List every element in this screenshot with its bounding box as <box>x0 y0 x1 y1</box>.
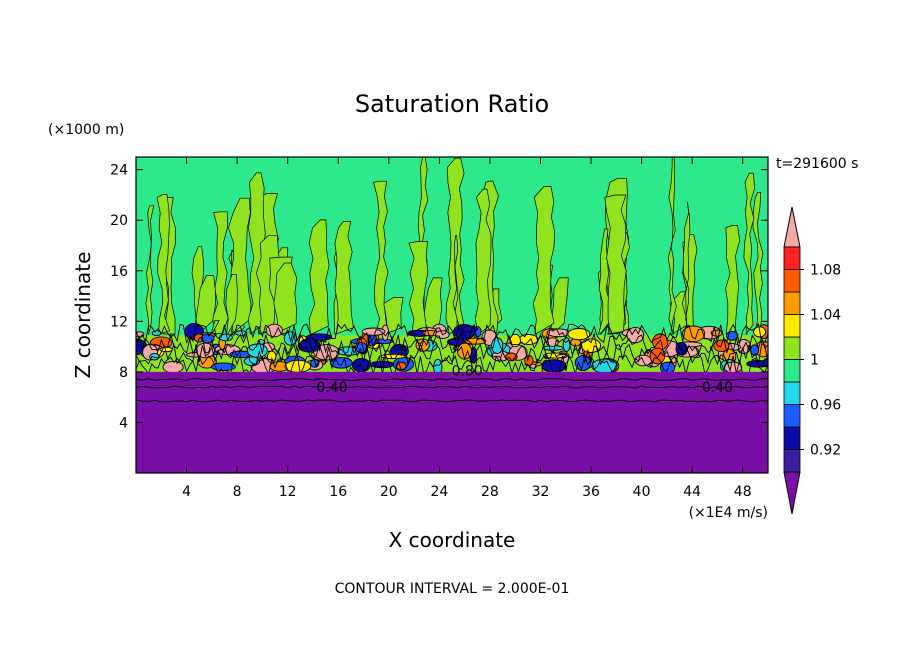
colorbar-under-arrow <box>783 471 801 515</box>
contour-label: 0.80 <box>452 364 483 380</box>
cloud-blob <box>243 356 261 367</box>
colorbar-segment <box>783 246 801 270</box>
time-label: t=291600 s <box>776 156 858 172</box>
upper-plume <box>752 192 764 335</box>
plot-frame <box>135 156 769 474</box>
upper-plume <box>743 172 756 335</box>
cloud-blob <box>567 328 591 341</box>
x-tick-label: 32 <box>532 484 550 500</box>
upper-plume <box>156 193 171 335</box>
colorbar: 0.92 0.96 1 1.04 1.08 <box>783 206 841 515</box>
y-axis-units: (×1000 m) <box>48 122 124 138</box>
cloud-blob <box>162 360 184 374</box>
upper-plume <box>273 262 298 335</box>
cloud-contour-line <box>136 342 768 366</box>
cloud-blob <box>246 343 268 358</box>
colorbar-label: 1.08 <box>810 263 841 279</box>
y-tick-label: 8 <box>119 365 128 381</box>
upper-plume <box>532 186 556 335</box>
upper-plume <box>373 180 389 335</box>
contour-label: 0.40 <box>702 380 733 396</box>
turbulent-cloud-layer <box>136 322 768 376</box>
colorbar-segment <box>783 381 801 405</box>
x-tick-label: 48 <box>734 484 752 500</box>
upper-plume <box>667 157 677 335</box>
x-tick-label: 16 <box>329 484 347 500</box>
upper-plume <box>682 202 691 335</box>
x-axis-ticks: 4 8 12 16 20 24 28 32 36 40 44 48 <box>182 157 752 500</box>
x-tick-label: 12 <box>279 484 297 500</box>
dry-layer-contour <box>136 378 768 381</box>
cloud-blob <box>659 361 676 374</box>
cloud-blob <box>541 359 567 373</box>
upper-plume <box>408 241 429 335</box>
cloud-blob <box>461 325 479 333</box>
upper-plume <box>474 188 492 335</box>
x-tick-label: 4 <box>182 484 191 500</box>
colorbar-segment <box>783 404 801 428</box>
chart-title: Saturation Ratio <box>355 90 549 118</box>
cloud-blob <box>649 347 666 365</box>
contour-labels: 0.40 0.80 0.40 <box>316 364 733 396</box>
x-tick-label: 36 <box>582 484 600 500</box>
dry-layer-fill <box>136 371 768 473</box>
upper-atmosphere-plumes <box>145 157 764 335</box>
colorbar-segment <box>783 291 801 315</box>
upper-plume <box>452 235 460 335</box>
colorbar-label: 1 <box>810 353 819 369</box>
colorbar-label: 0.92 <box>810 443 841 459</box>
colorbar-segment <box>783 336 801 360</box>
colorbar-segment <box>783 314 801 338</box>
x-tick-label: 24 <box>430 484 448 500</box>
cloud-blob <box>210 362 236 371</box>
x-tick-label: 8 <box>233 484 242 500</box>
cloud-contour-line <box>136 332 768 356</box>
y-tick-label: 12 <box>110 314 128 330</box>
upper-plume <box>725 225 741 335</box>
cloud-contour-line <box>136 322 768 346</box>
upper-plume <box>145 205 155 335</box>
x-tick-label: 44 <box>683 484 701 500</box>
colorbar-segment <box>783 269 801 293</box>
y-axis-label: Z coordinate <box>71 252 95 379</box>
y-tick-label: 24 <box>110 163 128 179</box>
contour-label: 0.40 <box>316 380 347 396</box>
y-tick-label: 16 <box>110 264 128 280</box>
upper-plume <box>604 194 627 335</box>
x-axis-units: (×1E4 m/s) <box>689 505 768 521</box>
colorbar-segment <box>783 426 801 450</box>
colorbar-segment <box>783 359 801 383</box>
colorbar-label: 0.96 <box>810 398 841 414</box>
dry-lower-atmosphere <box>136 371 768 473</box>
x-axis-label: X coordinate <box>389 528 516 552</box>
colorbar-over-arrow <box>783 206 801 248</box>
cloud-blob <box>518 334 539 345</box>
upper-plume <box>334 221 354 335</box>
upper-plume <box>308 219 330 335</box>
colorbar-segment <box>783 449 801 473</box>
plot-area <box>136 157 768 473</box>
dry-layer-contour <box>136 385 768 389</box>
dry-layer-contour <box>136 399 768 403</box>
upper-plume <box>212 211 229 335</box>
y-tick-label: 4 <box>119 415 128 431</box>
x-tick-label: 20 <box>380 484 398 500</box>
contour-interval-footer: CONTOUR INTERVAL = 2.000E-01 <box>335 581 570 597</box>
y-axis-ticks: 4 8 12 16 20 24 <box>110 163 768 431</box>
cloud-blob <box>762 358 768 368</box>
cloud-blob <box>509 333 521 348</box>
x-tick-label: 28 <box>481 484 499 500</box>
upper-plume <box>225 273 238 335</box>
x-tick-label: 40 <box>633 484 651 500</box>
y-tick-label: 20 <box>110 213 128 229</box>
colorbar-label: 1.04 <box>810 308 841 324</box>
